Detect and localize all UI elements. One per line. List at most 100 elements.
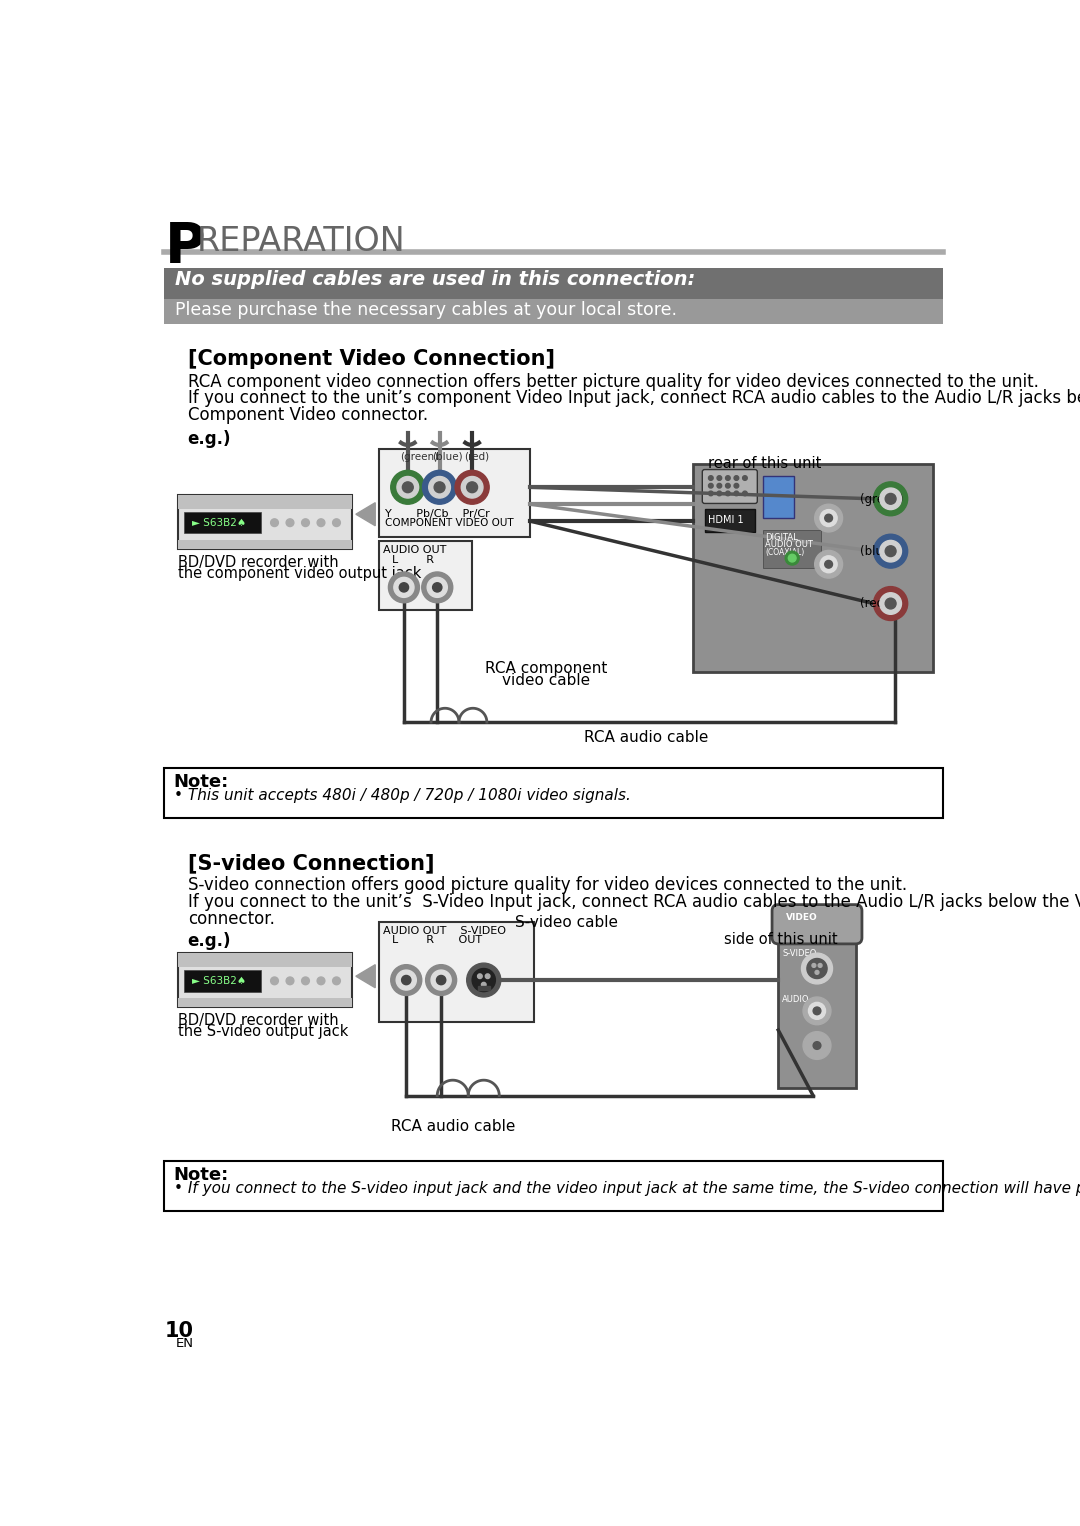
Text: ► S63B2♠: ► S63B2♠ [191, 517, 246, 528]
Circle shape [426, 964, 457, 995]
Text: AUDIO OUT: AUDIO OUT [765, 540, 813, 549]
Circle shape [429, 476, 450, 497]
FancyBboxPatch shape [379, 542, 472, 610]
Circle shape [815, 971, 819, 974]
Text: video cable: video cable [502, 673, 590, 688]
FancyBboxPatch shape [184, 511, 261, 534]
Circle shape [726, 491, 730, 496]
Text: (red): (red) [464, 452, 489, 462]
Circle shape [708, 491, 713, 496]
FancyBboxPatch shape [177, 494, 352, 549]
Circle shape [788, 554, 796, 562]
Text: (blue): (blue) [432, 452, 462, 462]
Circle shape [394, 577, 414, 597]
FancyBboxPatch shape [177, 540, 352, 549]
Circle shape [820, 555, 837, 572]
Circle shape [434, 482, 445, 493]
FancyBboxPatch shape [164, 768, 943, 818]
Text: S-VIDEO: S-VIDEO [782, 949, 816, 958]
Text: rear of this unit: rear of this unit [708, 456, 822, 472]
Polygon shape [356, 502, 375, 526]
Circle shape [734, 491, 739, 496]
Text: RCA audio cable: RCA audio cable [391, 1119, 515, 1134]
Circle shape [814, 504, 842, 533]
Bar [477, 986, 490, 990]
FancyBboxPatch shape [177, 954, 352, 1007]
FancyBboxPatch shape [779, 926, 855, 1088]
Text: BD/DVD recorder with: BD/DVD recorder with [177, 1013, 338, 1029]
Circle shape [804, 996, 831, 1025]
Circle shape [436, 975, 446, 984]
Circle shape [477, 974, 482, 978]
Circle shape [886, 546, 896, 557]
FancyBboxPatch shape [762, 530, 821, 568]
Text: 10: 10 [164, 1322, 193, 1341]
Circle shape [400, 583, 408, 592]
FancyBboxPatch shape [693, 464, 933, 671]
Circle shape [485, 974, 490, 978]
Text: the component video output jack: the component video output jack [177, 566, 421, 581]
FancyBboxPatch shape [702, 470, 757, 504]
Circle shape [396, 971, 416, 990]
Circle shape [813, 1007, 821, 1015]
Circle shape [391, 964, 422, 995]
Text: • If you connect to the S-video input jack and the video input jack at the same : • If you connect to the S-video input ja… [174, 1181, 1080, 1196]
Circle shape [880, 540, 902, 562]
Circle shape [874, 482, 907, 516]
Circle shape [333, 519, 340, 526]
Circle shape [708, 476, 713, 481]
Circle shape [804, 1032, 831, 1059]
FancyBboxPatch shape [184, 971, 261, 992]
Text: HDMI 1: HDMI 1 [707, 514, 743, 525]
Circle shape [743, 476, 747, 481]
FancyBboxPatch shape [164, 1161, 943, 1212]
Text: DIGITAL: DIGITAL [765, 533, 798, 542]
Text: RCA component: RCA component [485, 661, 607, 676]
Circle shape [726, 484, 730, 488]
Text: BD/DVD recorder with: BD/DVD recorder with [177, 555, 338, 571]
FancyBboxPatch shape [379, 922, 535, 1022]
Text: If you connect to the unit’s  S-Video Input jack, connect RCA audio cables to th: If you connect to the unit’s S-Video Inp… [188, 893, 1080, 911]
Circle shape [807, 958, 827, 978]
Text: side of this unit: side of this unit [724, 931, 838, 946]
Text: (COAXIAL): (COAXIAL) [765, 548, 805, 557]
Circle shape [431, 971, 451, 990]
FancyBboxPatch shape [379, 449, 530, 537]
Text: REPARATION: REPARATION [197, 226, 406, 258]
Circle shape [467, 482, 477, 493]
Circle shape [301, 977, 309, 984]
FancyBboxPatch shape [177, 494, 352, 508]
Circle shape [455, 470, 489, 504]
FancyBboxPatch shape [177, 998, 352, 1007]
Circle shape [403, 482, 414, 493]
Text: the S-video output jack: the S-video output jack [177, 1024, 348, 1039]
Polygon shape [356, 964, 375, 987]
Text: connector.: connector. [188, 909, 274, 928]
Circle shape [397, 476, 419, 497]
FancyBboxPatch shape [704, 508, 755, 533]
Circle shape [874, 534, 907, 568]
Text: RCA component video connection offers better picture quality for video devices c: RCA component video connection offers be… [188, 372, 1039, 391]
Circle shape [809, 1038, 825, 1054]
FancyBboxPatch shape [772, 905, 862, 945]
Circle shape [467, 963, 501, 996]
Text: If you connect to the unit’s component Video Input jack, connect RCA audio cable: If you connect to the unit’s component V… [188, 389, 1080, 407]
Text: Y       Pb/Cb    Pr/Cr: Y Pb/Cb Pr/Cr [386, 508, 490, 519]
Text: e.g.): e.g.) [188, 931, 231, 949]
Circle shape [813, 1042, 821, 1050]
Text: L        R: L R [392, 555, 433, 565]
Text: L        R       OUT: L R OUT [392, 935, 482, 946]
Text: (red): (red) [860, 597, 889, 610]
Text: RCA audio cable: RCA audio cable [584, 729, 708, 745]
Circle shape [734, 476, 739, 481]
Text: AUDIO OUT: AUDIO OUT [383, 545, 446, 555]
Circle shape [820, 510, 837, 526]
Circle shape [318, 977, 325, 984]
Text: Please purchase the necessary cables at your local store.: Please purchase the necessary cables at … [175, 301, 677, 319]
Circle shape [461, 476, 483, 497]
Circle shape [743, 491, 747, 496]
Text: S-video cable: S-video cable [515, 914, 618, 929]
Circle shape [318, 519, 325, 526]
Text: Note:: Note: [174, 1166, 229, 1184]
Text: (green): (green) [400, 452, 438, 462]
